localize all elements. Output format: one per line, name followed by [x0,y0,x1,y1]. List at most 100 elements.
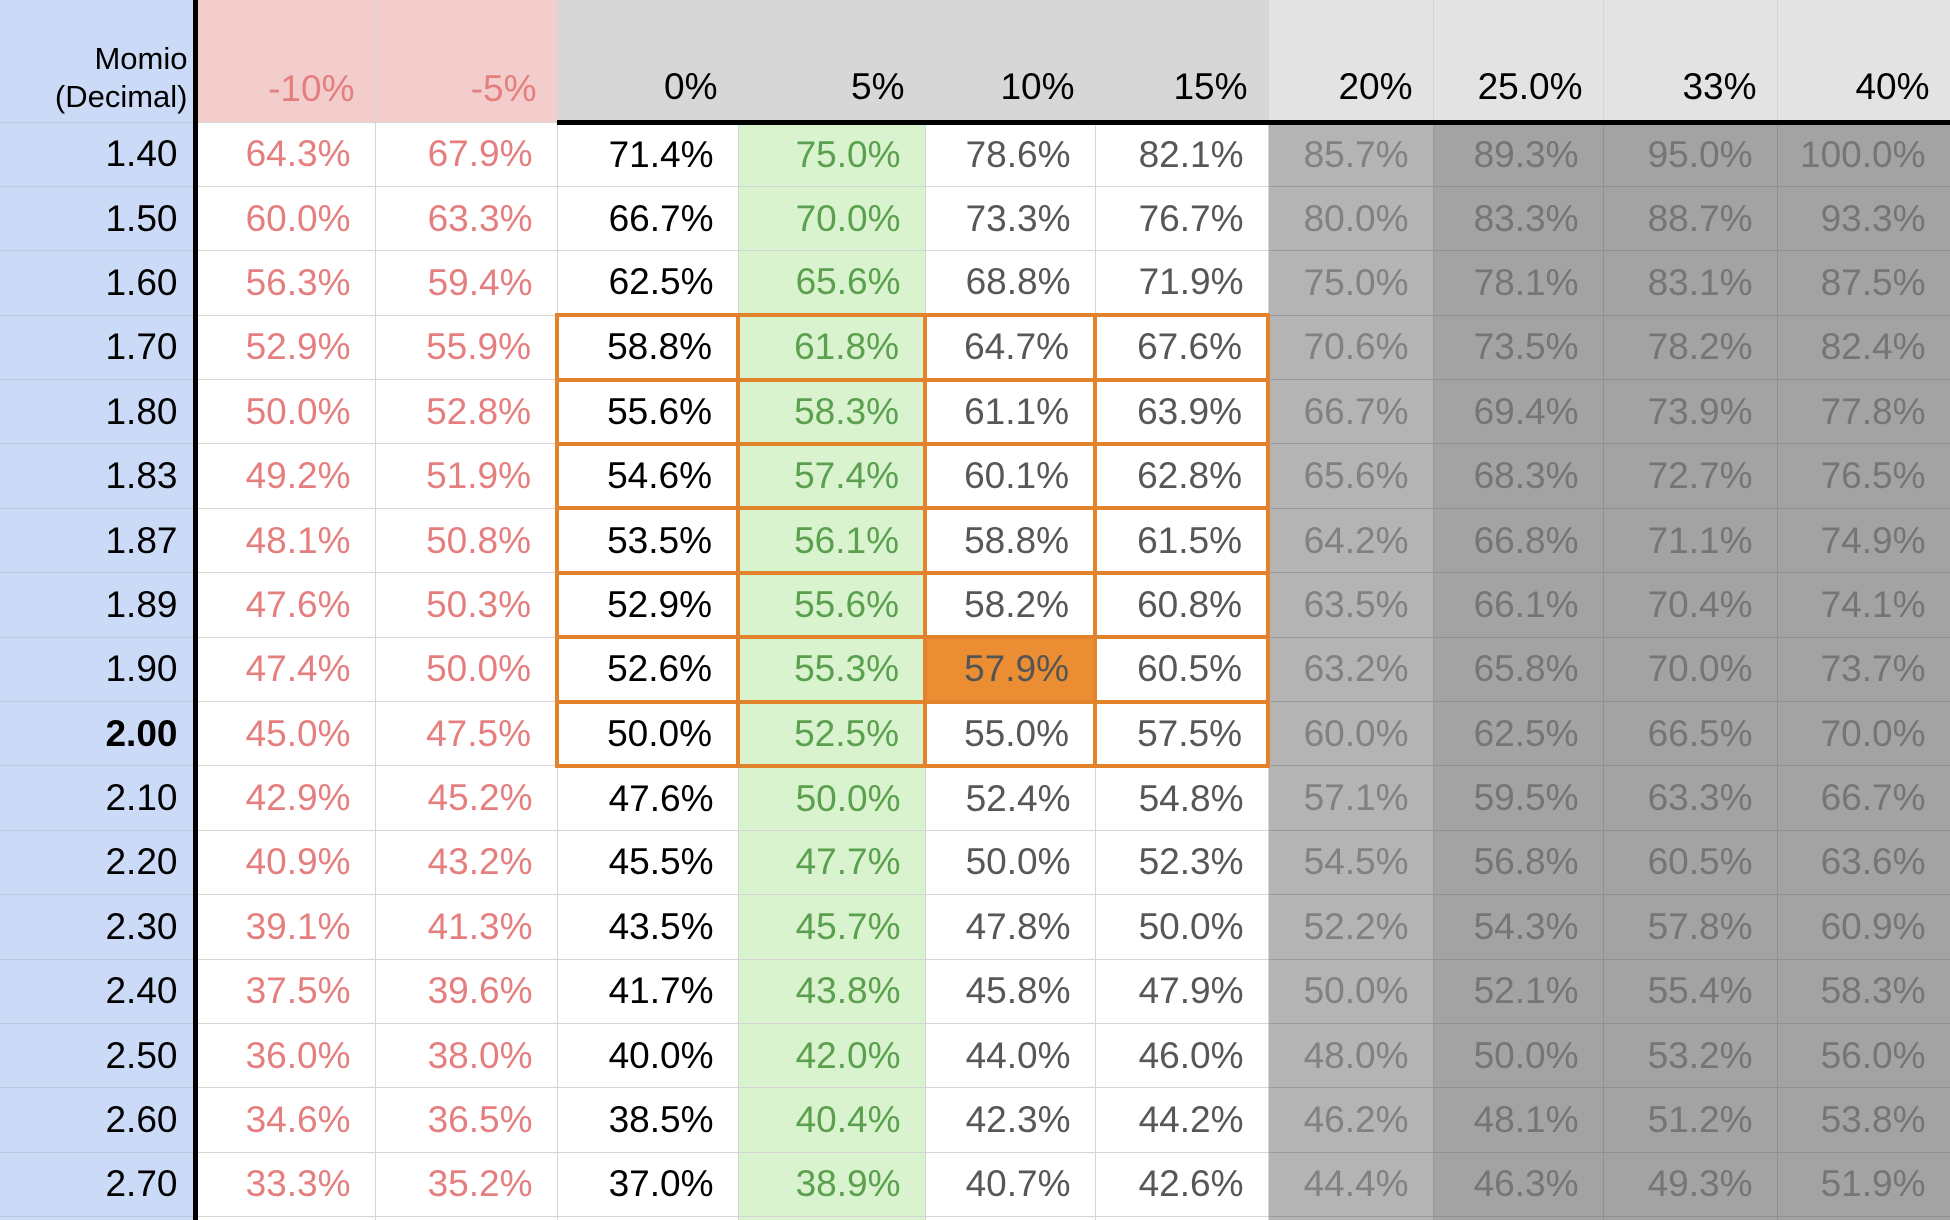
cell-1.40-40%[interactable]: 100.0% [1777,122,1950,187]
cell-2.20-33%[interactable]: 60.5% [1603,830,1778,896]
cell-1.83--10%[interactable]: 49.2% [195,443,376,509]
cell-2.30-0%[interactable]: 43.5% [557,894,739,960]
cell-1.50-5%[interactable]: 70.0% [738,186,926,252]
cell-1.90-40%[interactable]: 73.7% [1777,637,1950,703]
cell-1.80-33%[interactable]: 73.9% [1603,379,1778,445]
cell-2.30-15%[interactable]: 50.0% [1095,894,1269,960]
cell-2.00--10%[interactable]: 45.0% [195,701,376,767]
cell-2.70-0%[interactable]: 37.0% [557,1152,739,1218]
cell-1.50-10%[interactable]: 73.3% [925,186,1096,252]
cell-1.87--10%[interactable]: 48.1% [195,508,376,574]
cell-2.00--5%[interactable]: 47.5% [375,701,558,767]
row-header-2.70[interactable]: 2.70 [0,1152,198,1218]
cell-2.60-20%[interactable]: 46.2% [1268,1087,1434,1153]
cell-1.80-40%[interactable]: 77.8% [1777,379,1950,445]
row-header-1.50[interactable]: 1.50 [0,186,198,252]
cell-2.00-0%[interactable]: 50.0% [555,699,740,768]
cell-2.10-33%[interactable]: 63.3% [1603,765,1778,831]
cell-1.87-5%[interactable]: 56.1% [736,506,927,575]
cell-1.89-15%[interactable]: 60.8% [1093,570,1270,640]
cell-1.40-15%[interactable]: 82.1% [1095,122,1269,187]
cell-2.70-15%[interactable]: 42.6% [1095,1152,1269,1218]
cell-1.80-25.0%[interactable]: 69.4% [1433,379,1604,445]
cell-2.10--10%[interactable]: 42.9% [195,765,376,831]
cell-2.70--10%[interactable]: 33.3% [195,1152,376,1218]
cell-1.89-0%[interactable]: 52.9% [555,570,740,640]
cell-2.10-40%[interactable]: 66.7% [1777,765,1950,831]
cell-2.40-25.0%[interactable]: 52.1% [1433,959,1604,1024]
cell-2.10--5%[interactable]: 45.2% [375,765,558,831]
cell-2.20-15%[interactable]: 52.3% [1095,830,1269,896]
cell-1.50--10%[interactable]: 60.0% [195,186,376,252]
cell-2.40-20%[interactable]: 50.0% [1268,959,1434,1024]
cell-1.50-25.0%[interactable]: 83.3% [1433,186,1604,252]
cell-1.50--5%[interactable]: 63.3% [375,186,558,252]
cell-1.80--5%[interactable]: 52.8% [375,379,558,445]
cell-1.87-33%[interactable]: 71.1% [1603,508,1778,574]
cell-1.83-25.0%[interactable]: 68.3% [1433,443,1604,509]
cell-1.40-0%[interactable]: 71.4% [557,122,739,187]
cell-2.50-20%[interactable]: 48.0% [1268,1023,1434,1089]
row-header-1.80[interactable]: 1.80 [0,379,198,445]
cell-2.30-25.0%[interactable]: 54.3% [1433,894,1604,960]
cell-1.40-5%[interactable]: 75.0% [738,122,926,187]
cell-2.70-5%[interactable]: 38.9% [738,1152,926,1218]
row-header-2.10[interactable]: 2.10 [0,765,198,831]
cell-1.70-0%[interactable]: 58.8% [555,313,740,382]
cell-1.40--5%[interactable]: 67.9% [375,122,558,187]
row-header-1.40[interactable]: 1.40 [0,122,198,187]
column-header-5%[interactable]: 5% [738,0,926,125]
cell-1.80-10%[interactable]: 61.1% [923,377,1097,446]
row-header-2.50[interactable]: 2.50 [0,1023,198,1089]
cell-2.00-20%[interactable]: 60.0% [1268,701,1434,767]
cell-1.60-33%[interactable]: 83.1% [1603,250,1778,316]
column-header-33%[interactable]: 33% [1603,0,1778,125]
cell-2.10-0%[interactable]: 47.6% [557,765,739,831]
cell-1.60-20%[interactable]: 75.0% [1268,250,1434,316]
cell-1.90-10%[interactable]: 57.9% [923,635,1097,704]
cell-1.40-20%[interactable]: 85.7% [1268,122,1434,187]
cell-1.90-0%[interactable]: 52.6% [555,635,740,704]
cell-1.87-25.0%[interactable]: 66.8% [1433,508,1604,574]
cell-2.30--5%[interactable]: 41.3% [375,894,558,960]
cell-2.10-25.0%[interactable]: 59.5% [1433,765,1604,831]
cell-2.10-20%[interactable]: 57.1% [1268,765,1434,831]
cell-2.50-15%[interactable]: 46.0% [1095,1023,1269,1089]
cell-2.40-0%[interactable]: 41.7% [557,959,739,1024]
cell-1.89--5%[interactable]: 50.3% [375,572,558,638]
row-header-2.00[interactable]: 2.00 [0,701,198,767]
corner-header[interactable]: Momio (Decimal) [0,0,198,123]
cell-2.20--5%[interactable]: 43.2% [375,830,558,896]
column-header-20%[interactable]: 20% [1268,0,1434,125]
cell-2.60-10%[interactable]: 42.3% [925,1087,1096,1153]
cell-1.90-25.0%[interactable]: 65.8% [1433,637,1604,703]
cell-1.80-20%[interactable]: 66.7% [1268,379,1434,445]
cell-1.89-5%[interactable]: 55.6% [736,570,927,640]
cell-1.50-20%[interactable]: 80.0% [1268,186,1434,252]
row-header-1.70[interactable]: 1.70 [0,315,198,381]
row-header-1.87[interactable]: 1.87 [0,508,198,574]
cell-2.30-10%[interactable]: 47.8% [925,894,1096,960]
cell-1.70-5%[interactable]: 61.8% [736,313,927,382]
cell-2.40-33%[interactable]: 55.4% [1603,959,1778,1024]
cell-2.20-0%[interactable]: 45.5% [557,830,739,896]
cell-2.00-15%[interactable]: 57.5% [1093,699,1270,768]
cell-2.60--5%[interactable]: 36.5% [375,1087,558,1153]
cell-2.40-5%[interactable]: 43.8% [738,959,926,1024]
cell-2.20-25.0%[interactable]: 56.8% [1433,830,1604,896]
cell-2.00-5%[interactable]: 52.5% [736,699,927,768]
cell-2.20-40%[interactable]: 63.6% [1777,830,1950,896]
cell-2.60-25.0%[interactable]: 48.1% [1433,1087,1604,1153]
cell-2.70-10%[interactable]: 40.7% [925,1152,1096,1218]
cell-2.40-15%[interactable]: 47.9% [1095,959,1269,1024]
cell-2.60-33%[interactable]: 51.2% [1603,1087,1778,1153]
cell-2.20-10%[interactable]: 50.0% [925,830,1096,896]
cell-1.89-33%[interactable]: 70.4% [1603,572,1778,638]
row-header-1.83[interactable]: 1.83 [0,443,198,509]
cell-2.70-25.0%[interactable]: 46.3% [1433,1152,1604,1218]
cell-2.30--10%[interactable]: 39.1% [195,894,376,960]
cell-2.10-5%[interactable]: 50.0% [738,765,926,831]
cell-2.20--10%[interactable]: 40.9% [195,830,376,896]
cell-2.30-20%[interactable]: 52.2% [1268,894,1434,960]
cell-1.80-15%[interactable]: 63.9% [1093,377,1270,446]
